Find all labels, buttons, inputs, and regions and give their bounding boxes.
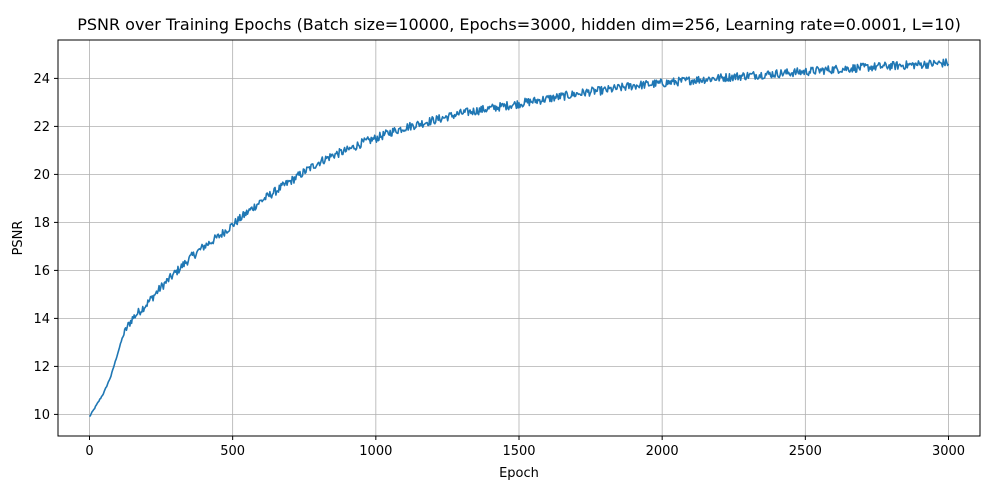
y-tick-label: 20 <box>33 168 50 183</box>
x-axis-label: Epoch <box>499 466 539 481</box>
gridlines <box>58 40 980 436</box>
x-tick-label: 0 <box>85 444 93 459</box>
axis-ticks: 0 500 1000 1500 2000 2500 3000 10 12 14 16 18 20 22 24 <box>33 72 965 459</box>
chart-title: PSNR over Training Epochs (Batch size=10… <box>77 15 961 34</box>
x-tick-label: 2500 <box>789 444 822 459</box>
y-tick-label: 14 <box>33 312 50 327</box>
y-tick-label: 16 <box>33 264 50 279</box>
y-tick-label: 22 <box>33 120 50 135</box>
y-tick-label: 12 <box>33 360 50 375</box>
x-tick-label: 500 <box>220 444 245 459</box>
x-tick-label: 2000 <box>646 444 679 459</box>
y-axis-label: PSNR <box>11 221 26 256</box>
psnr-series-line <box>88 58 950 418</box>
x-tick-label: 3000 <box>932 444 965 459</box>
data-series <box>88 58 950 418</box>
y-tick-label: 18 <box>33 216 50 231</box>
x-tick-label: 1000 <box>359 444 392 459</box>
y-tick-label: 10 <box>33 408 50 423</box>
y-tick-label: 24 <box>33 72 50 87</box>
x-tick-label: 1500 <box>502 444 535 459</box>
